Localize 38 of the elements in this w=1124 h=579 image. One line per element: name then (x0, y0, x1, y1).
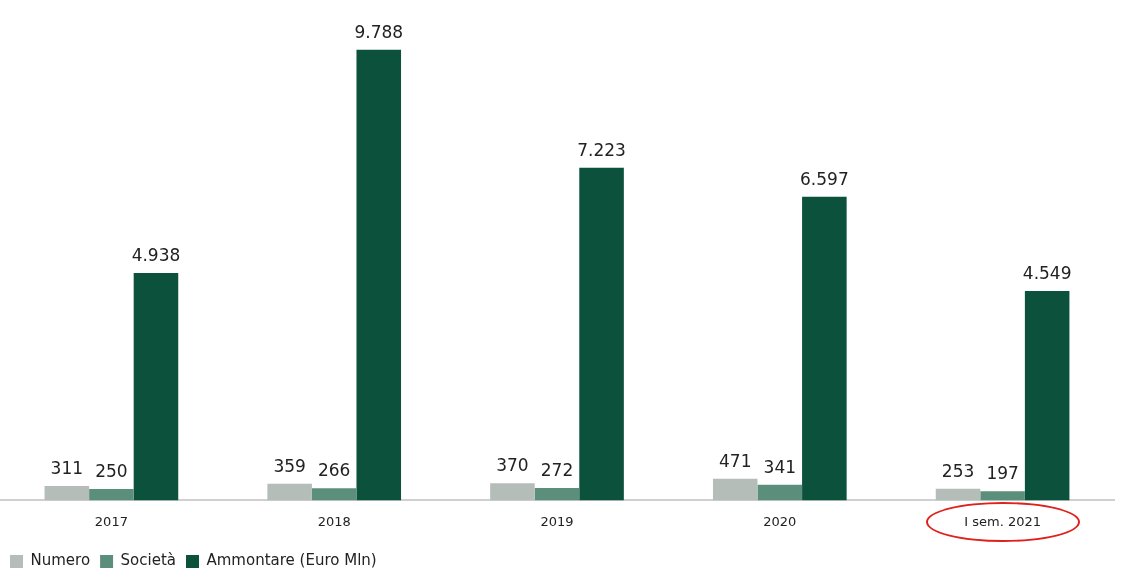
data-label: 197 (986, 463, 1019, 484)
data-label: 311 (50, 458, 84, 478)
data-label: 253 (941, 460, 975, 481)
bar (980, 491, 1025, 501)
data-label: 266 (317, 460, 351, 481)
bar (935, 488, 981, 501)
bar (712, 478, 758, 501)
x-tick-label: 2018 (317, 513, 351, 529)
data-label: 359 (273, 455, 306, 476)
data-label: 471 (719, 450, 752, 471)
data-label: 341 (763, 456, 797, 477)
data-label: 4.549 (1022, 262, 1072, 283)
legend-label: Società (120, 551, 176, 570)
bar (89, 488, 134, 501)
x-tick-label: 2017 (94, 513, 128, 529)
legend-label: Ammontare (Euro Mln) (206, 551, 377, 570)
legend-label: Numero (30, 551, 91, 570)
data-label: 272 (540, 459, 574, 480)
bar (802, 196, 847, 501)
bar (311, 488, 357, 501)
x-tick-label: I sem. 2021 (964, 513, 1041, 529)
bar (133, 273, 179, 501)
bar (1024, 290, 1070, 501)
data-label: 9.788 (354, 21, 404, 42)
data-label: 250 (95, 460, 128, 481)
data-label: 6.597 (800, 168, 849, 189)
bar (356, 49, 402, 501)
bar (579, 167, 624, 501)
data-label: 7.223 (577, 139, 626, 160)
bar (534, 487, 580, 501)
bar (490, 483, 535, 501)
bar (757, 484, 803, 501)
data-label: 4.938 (131, 244, 181, 265)
x-tick-label: 2020 (763, 513, 797, 529)
x-tick-label: 2019 (540, 513, 574, 529)
bar (44, 486, 90, 501)
data-label: 370 (496, 455, 529, 476)
bar (267, 483, 312, 501)
